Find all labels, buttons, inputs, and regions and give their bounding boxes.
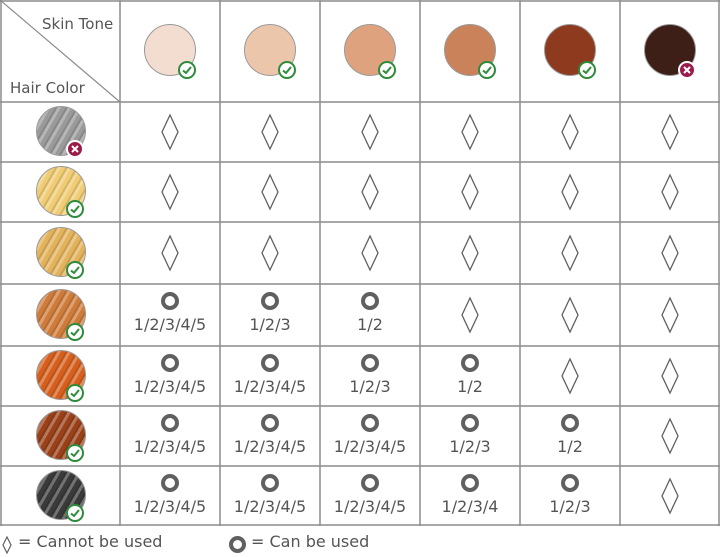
check-icon	[278, 61, 296, 79]
can-use-ring-icon	[261, 292, 279, 310]
compatibility-table: Skin Tone Hair Color 1/2/3/4/5 1/2/3 1/2 1/…	[0, 0, 720, 526]
skin-tone-header: Skin Tone	[42, 15, 114, 33]
cross-icon	[678, 61, 696, 79]
usable-settings-label: 1/2/3	[249, 315, 291, 334]
usable-settings-label: 1/2/3/4/5	[333, 437, 407, 456]
cannot-use-diamond-icon	[661, 234, 679, 272]
check-icon	[66, 384, 84, 402]
cannot-use-diamond-icon	[361, 113, 379, 151]
can-use-ring-icon	[561, 414, 579, 432]
cannot-use-diamond-icon	[661, 477, 679, 515]
usable-settings-label: 1/2/3	[449, 437, 491, 456]
usable-settings-label: 1/2/3/4/5	[133, 315, 207, 334]
check-icon	[478, 61, 496, 79]
check-icon	[378, 61, 396, 79]
usable-settings-label: 1/2/3/4	[441, 497, 499, 516]
usable-settings-label: 1/2/3	[549, 497, 591, 516]
can-use-ring-icon	[361, 354, 379, 372]
cannot-use-diamond-icon	[561, 296, 579, 334]
cannot-use-diamond-icon	[261, 173, 279, 211]
cannot-use-diamond-icon	[661, 296, 679, 334]
can-use-ring-icon	[161, 474, 179, 492]
check-icon	[66, 323, 84, 341]
hair-color-swatch-3	[36, 227, 86, 277]
usable-settings-label: 1/2/3/4/5	[133, 497, 207, 516]
can-use-ring-icon	[561, 474, 579, 492]
usable-settings-label: 1/2/3/4/5	[333, 497, 407, 516]
usable-settings-label: 1/2/3/4/5	[233, 377, 307, 396]
check-icon	[66, 261, 84, 279]
cannot-use-diamond-icon	[461, 234, 479, 272]
legend-can-label: = Can be used	[251, 532, 370, 551]
can-use-ring-icon	[261, 474, 279, 492]
cannot-use-diamond-icon	[561, 234, 579, 272]
cannot-use-diamond-icon	[561, 173, 579, 211]
check-icon	[66, 200, 84, 218]
can-use-ring-icon	[161, 354, 179, 372]
can-use-ring-icon	[161, 292, 179, 310]
cannot-use-diamond-icon	[561, 113, 579, 151]
cannot-use-diamond-icon	[461, 113, 479, 151]
can-use-ring-icon	[229, 536, 246, 553]
usable-settings-label: 1/2	[457, 377, 483, 396]
cross-icon	[66, 140, 84, 158]
can-use-ring-icon	[161, 414, 179, 432]
can-use-ring-icon	[361, 292, 379, 310]
usable-settings-label: 1/2/3/4/5	[233, 497, 307, 516]
hair-color-swatch-4	[36, 289, 86, 339]
cannot-use-diamond-icon	[561, 357, 579, 395]
usable-settings-label: 1/2/3	[349, 377, 391, 396]
can-use-ring-icon	[361, 414, 379, 432]
can-use-ring-icon	[361, 474, 379, 492]
check-icon	[178, 61, 196, 79]
check-icon	[66, 504, 84, 522]
cannot-use-diamond-icon	[161, 173, 179, 211]
cannot-use-diamond-icon	[661, 357, 679, 395]
can-use-ring-icon	[461, 474, 479, 492]
can-use-ring-icon	[461, 354, 479, 372]
can-use-ring-icon	[261, 354, 279, 372]
cannot-use-diamond-icon	[261, 113, 279, 151]
can-use-ring-icon	[461, 414, 479, 432]
table-grid-lines	[0, 0, 720, 526]
usable-settings-label: 1/2	[557, 437, 583, 456]
cannot-use-diamond-icon	[661, 417, 679, 455]
cannot-use-diamond-icon	[661, 113, 679, 151]
cannot-use-diamond-icon	[461, 296, 479, 334]
cannot-use-diamond-icon	[361, 234, 379, 272]
usable-settings-label: 1/2	[357, 315, 383, 334]
hair-color-header: Hair Color	[10, 79, 85, 97]
cannot-use-diamond-icon	[261, 234, 279, 272]
usable-settings-label: 1/2/3/4/5	[133, 437, 207, 456]
cannot-use-diamond-icon	[161, 113, 179, 151]
usable-settings-label: 1/2/3/4/5	[233, 437, 307, 456]
check-icon	[66, 444, 84, 462]
cannot-use-diamond-icon	[161, 234, 179, 272]
can-use-ring-icon	[261, 414, 279, 432]
cannot-use-diamond-icon	[461, 173, 479, 211]
check-icon	[578, 61, 596, 79]
legend-cannot-label: = Cannot be used	[18, 532, 163, 551]
cannot-use-diamond-icon	[361, 173, 379, 211]
usable-settings-label: 1/2/3/4/5	[133, 377, 207, 396]
cannot-use-diamond-icon	[661, 173, 679, 211]
cannot-use-diamond-icon	[2, 536, 12, 554]
